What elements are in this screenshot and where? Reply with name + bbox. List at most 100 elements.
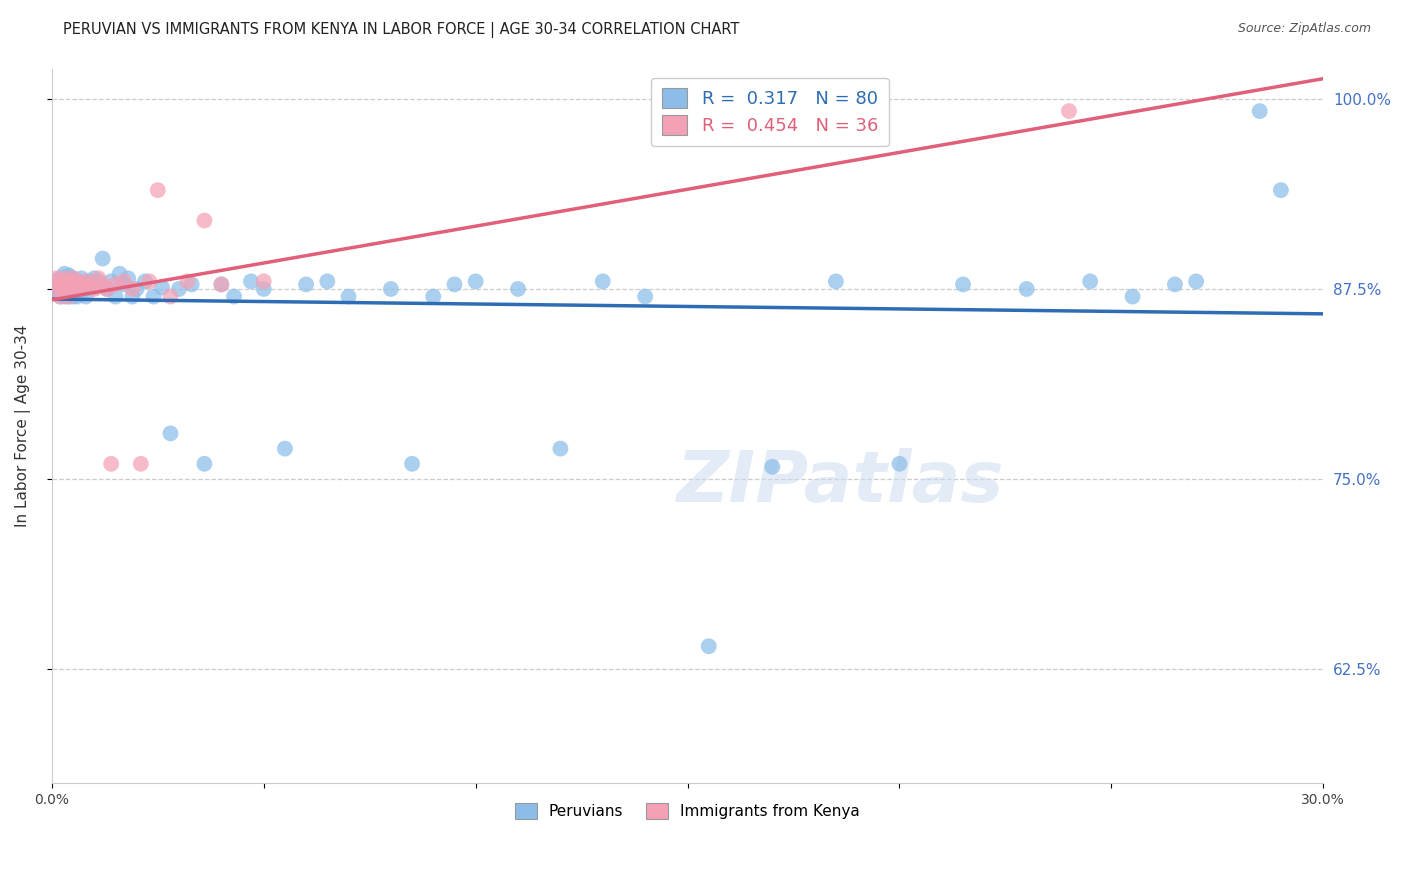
Text: ZIPatlas: ZIPatlas bbox=[676, 449, 1004, 517]
Point bbox=[70, 271, 93, 285]
Point bbox=[70, 277, 93, 292]
Point bbox=[45, 274, 67, 288]
Y-axis label: In Labor Force | Age 30-34: In Labor Force | Age 30-34 bbox=[15, 325, 31, 527]
Point bbox=[66, 282, 89, 296]
Point bbox=[253, 282, 276, 296]
Point bbox=[70, 280, 93, 294]
Point bbox=[49, 274, 72, 288]
Point bbox=[150, 280, 173, 294]
Point bbox=[58, 277, 80, 292]
Point bbox=[889, 457, 911, 471]
Point bbox=[401, 457, 423, 471]
Point bbox=[62, 289, 84, 303]
Point bbox=[79, 277, 101, 292]
Point bbox=[193, 457, 215, 471]
Point bbox=[53, 277, 76, 292]
Point bbox=[104, 289, 127, 303]
Point bbox=[75, 282, 97, 296]
Point bbox=[75, 289, 97, 303]
Point bbox=[159, 289, 181, 303]
Point bbox=[112, 277, 135, 292]
Point bbox=[825, 274, 848, 288]
Point bbox=[83, 282, 105, 296]
Point bbox=[1164, 277, 1187, 292]
Point bbox=[45, 282, 67, 296]
Text: PERUVIAN VS IMMIGRANTS FROM KENYA IN LABOR FORCE | AGE 30-34 CORRELATION CHART: PERUVIAN VS IMMIGRANTS FROM KENYA IN LAB… bbox=[63, 22, 740, 38]
Point bbox=[53, 282, 76, 296]
Text: Source: ZipAtlas.com: Source: ZipAtlas.com bbox=[1237, 22, 1371, 36]
Point bbox=[142, 289, 165, 303]
Point bbox=[87, 271, 110, 285]
Point bbox=[62, 282, 84, 296]
Point bbox=[53, 282, 76, 296]
Point bbox=[134, 274, 156, 288]
Point bbox=[952, 277, 974, 292]
Point bbox=[443, 277, 465, 292]
Point bbox=[45, 271, 67, 285]
Point bbox=[112, 274, 135, 288]
Point bbox=[176, 274, 198, 288]
Point bbox=[117, 271, 139, 285]
Point bbox=[167, 282, 190, 296]
Point bbox=[79, 277, 101, 292]
Point bbox=[125, 282, 148, 296]
Point bbox=[62, 271, 84, 285]
Point bbox=[66, 289, 89, 303]
Point bbox=[58, 274, 80, 288]
Point bbox=[138, 274, 160, 288]
Point bbox=[96, 282, 118, 296]
Point bbox=[1078, 274, 1101, 288]
Point bbox=[83, 280, 105, 294]
Point bbox=[209, 277, 232, 292]
Point bbox=[70, 282, 93, 296]
Point bbox=[592, 274, 614, 288]
Point bbox=[104, 277, 127, 292]
Point bbox=[45, 286, 67, 301]
Point bbox=[100, 457, 122, 471]
Point bbox=[464, 274, 486, 288]
Point bbox=[49, 271, 72, 285]
Point bbox=[121, 282, 143, 296]
Point bbox=[49, 277, 72, 292]
Point bbox=[53, 267, 76, 281]
Point bbox=[62, 277, 84, 292]
Point bbox=[253, 274, 276, 288]
Point bbox=[62, 277, 84, 292]
Point bbox=[697, 639, 720, 653]
Point bbox=[66, 282, 89, 296]
Point bbox=[49, 280, 72, 294]
Point bbox=[316, 274, 339, 288]
Point bbox=[121, 289, 143, 303]
Point bbox=[1270, 183, 1292, 197]
Point bbox=[380, 282, 402, 296]
Point bbox=[49, 289, 72, 303]
Point bbox=[66, 274, 89, 288]
Point bbox=[58, 274, 80, 288]
Point bbox=[49, 282, 72, 296]
Point bbox=[108, 267, 131, 281]
Point bbox=[240, 274, 263, 288]
Point bbox=[1249, 104, 1271, 119]
Point bbox=[53, 277, 76, 292]
Point bbox=[761, 459, 783, 474]
Point bbox=[53, 271, 76, 285]
Point bbox=[58, 289, 80, 303]
Point bbox=[100, 274, 122, 288]
Point bbox=[1057, 104, 1080, 119]
Point bbox=[53, 274, 76, 288]
Point bbox=[83, 271, 105, 285]
Point bbox=[209, 277, 232, 292]
Point bbox=[634, 289, 657, 303]
Point bbox=[159, 426, 181, 441]
Point bbox=[422, 289, 444, 303]
Point bbox=[58, 282, 80, 296]
Point bbox=[96, 282, 118, 296]
Point bbox=[58, 289, 80, 303]
Point bbox=[146, 183, 169, 197]
Point bbox=[58, 280, 80, 294]
Point bbox=[274, 442, 297, 456]
Point bbox=[62, 271, 84, 285]
Point bbox=[129, 457, 152, 471]
Point bbox=[87, 274, 110, 288]
Point bbox=[49, 289, 72, 303]
